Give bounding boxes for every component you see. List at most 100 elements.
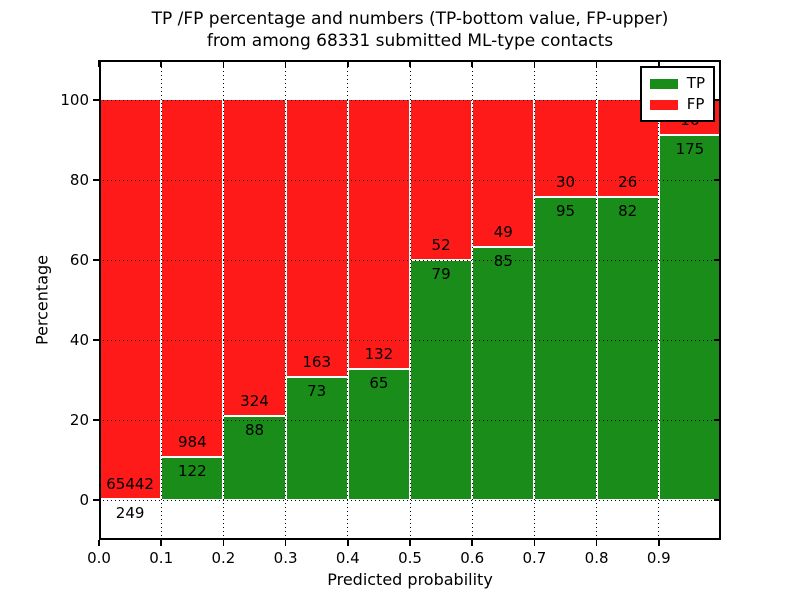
bar-segment-tp (534, 196, 597, 500)
y-tick-label: 40 (69, 331, 89, 349)
legend-label: TP (686, 74, 705, 92)
bar-count-label-fp: 49 (493, 223, 513, 242)
bar-count-label-tp: 88 (244, 420, 265, 439)
grid-line-vertical (658, 60, 660, 540)
y-tick-mark (93, 419, 99, 421)
bar-count-label-fp: 132 (364, 345, 394, 364)
y-tick-mark-right (714, 259, 721, 261)
chart-title-line2: from among 68331 submitted ML-type conta… (206, 31, 614, 51)
x-tick-mark (222, 540, 225, 546)
legend-swatch-fp (649, 99, 678, 110)
x-tick-label: 0.0 (87, 549, 111, 567)
bar-count-label-tp: 82 (618, 202, 638, 221)
bar-count-label-tp: 65 (369, 374, 389, 393)
bar-segment-fp (223, 100, 286, 415)
bar-segment-tp (658, 133, 721, 500)
y-tick-mark-right (714, 419, 721, 421)
bar-count-label-tp: 95 (555, 202, 576, 220)
bar-segment-tp (161, 455, 224, 500)
y-tick-label: 80 (69, 171, 89, 189)
x-tick-label: 0.4 (335, 549, 360, 567)
x-tick-mark-top (222, 60, 225, 67)
bar-segment-fp (347, 100, 410, 369)
y-tick-label: 60 (69, 251, 89, 269)
chart-title-line1: TP /FP percentage and numbers (TP-bottom… (151, 9, 669, 29)
bar-segment-tp (472, 246, 535, 500)
y-tick-mark-right (714, 339, 721, 341)
x-tick-mark (160, 540, 162, 546)
y-tick-mark (93, 179, 99, 181)
x-axis-label: Predicted probability (327, 570, 493, 589)
x-tick-label: 0.3 (273, 549, 298, 567)
grid-line-vertical (471, 60, 473, 540)
x-tick-label: 0.8 (584, 549, 609, 567)
bar-count-label-fp: 163 (302, 353, 332, 372)
chart-title: TP /FP percentage and numbers (TP-bottom… (99, 8, 721, 52)
y-tick-mark (93, 499, 99, 501)
bar-segment-tp (410, 258, 473, 500)
x-tick-mark (98, 540, 100, 546)
x-tick-mark-top (471, 60, 473, 67)
legend: TP FP (639, 66, 715, 122)
y-tick-mark-right (714, 499, 721, 501)
legend-label: FP (686, 95, 705, 113)
y-tick-mark-right (714, 99, 721, 101)
bar-count-label-fp: 65442 (106, 475, 154, 494)
bar-count-label-tp: 73 (307, 382, 327, 401)
bar-count-label-fp: 324 (240, 391, 269, 410)
x-tick-label: 0.9 (646, 549, 671, 567)
x-tick-mark-top (533, 60, 536, 67)
x-tick-mark-top (595, 60, 598, 67)
x-tick-mark-top (98, 60, 100, 67)
bar-count-label-tp: 122 (177, 461, 207, 480)
bar-segment-tp (596, 196, 659, 500)
bar-count-label-tp: 79 (431, 264, 451, 283)
x-tick-mark (533, 540, 536, 546)
x-tick-mark-top (284, 60, 287, 67)
x-tick-mark (284, 540, 287, 546)
legend-entry-tp: TP (649, 73, 705, 94)
y-tick-mark (93, 339, 99, 341)
bar-segment-tp (285, 376, 348, 500)
y-tick-label: 100 (60, 91, 89, 109)
grid-line-vertical (347, 60, 349, 540)
x-tick-mark-top (347, 60, 349, 67)
x-tick-label: 0.6 (460, 549, 485, 567)
y-tick-mark-right (714, 179, 721, 181)
bar-segment-fp (472, 100, 535, 247)
x-tick-mark (347, 540, 349, 546)
plot-area: TP FP 65442 249 984 122 324 88 163 73 132 65 52 79 49… (60, 60, 721, 567)
y-tick-mark (93, 99, 99, 101)
x-tick-label: 0.7 (522, 549, 547, 567)
grid-line-vertical (285, 60, 287, 540)
y-tick-label: 0 (79, 491, 89, 509)
x-tick-mark-top (658, 60, 660, 67)
grid-line-vertical (160, 60, 162, 540)
bar-count-label-fp: 984 (177, 432, 207, 451)
x-tick-mark (595, 540, 598, 546)
bar-segment-fp (99, 100, 162, 499)
x-tick-label: 0.5 (398, 549, 422, 567)
legend-entry-fp: FP (649, 94, 705, 115)
grid-line-vertical (533, 60, 535, 540)
y-tick-mark (93, 259, 99, 261)
grid-line-vertical (409, 60, 411, 540)
x-tick-mark (658, 540, 660, 546)
x-tick-label: 0.1 (149, 549, 174, 567)
bar-segment-tp (347, 368, 410, 500)
y-tick-label: 20 (69, 411, 89, 429)
grid-line-vertical (222, 60, 224, 540)
x-tick-mark-top (409, 60, 411, 67)
x-tick-label: 0.2 (211, 549, 236, 567)
bar-segment-fp (285, 100, 348, 377)
bar-segment-tp (223, 414, 286, 500)
bar-count-label-fp: 52 (431, 235, 451, 254)
bar-segment-fp (410, 100, 473, 259)
x-tick-mark (409, 540, 411, 546)
bar-segment-fp (161, 100, 224, 456)
bar-count-label-tp: 175 (675, 139, 705, 158)
bar-count-label-tp: 85 (493, 252, 513, 271)
x-tick-mark-top (160, 60, 162, 67)
bar-count-label-fp: 26 (618, 173, 638, 192)
